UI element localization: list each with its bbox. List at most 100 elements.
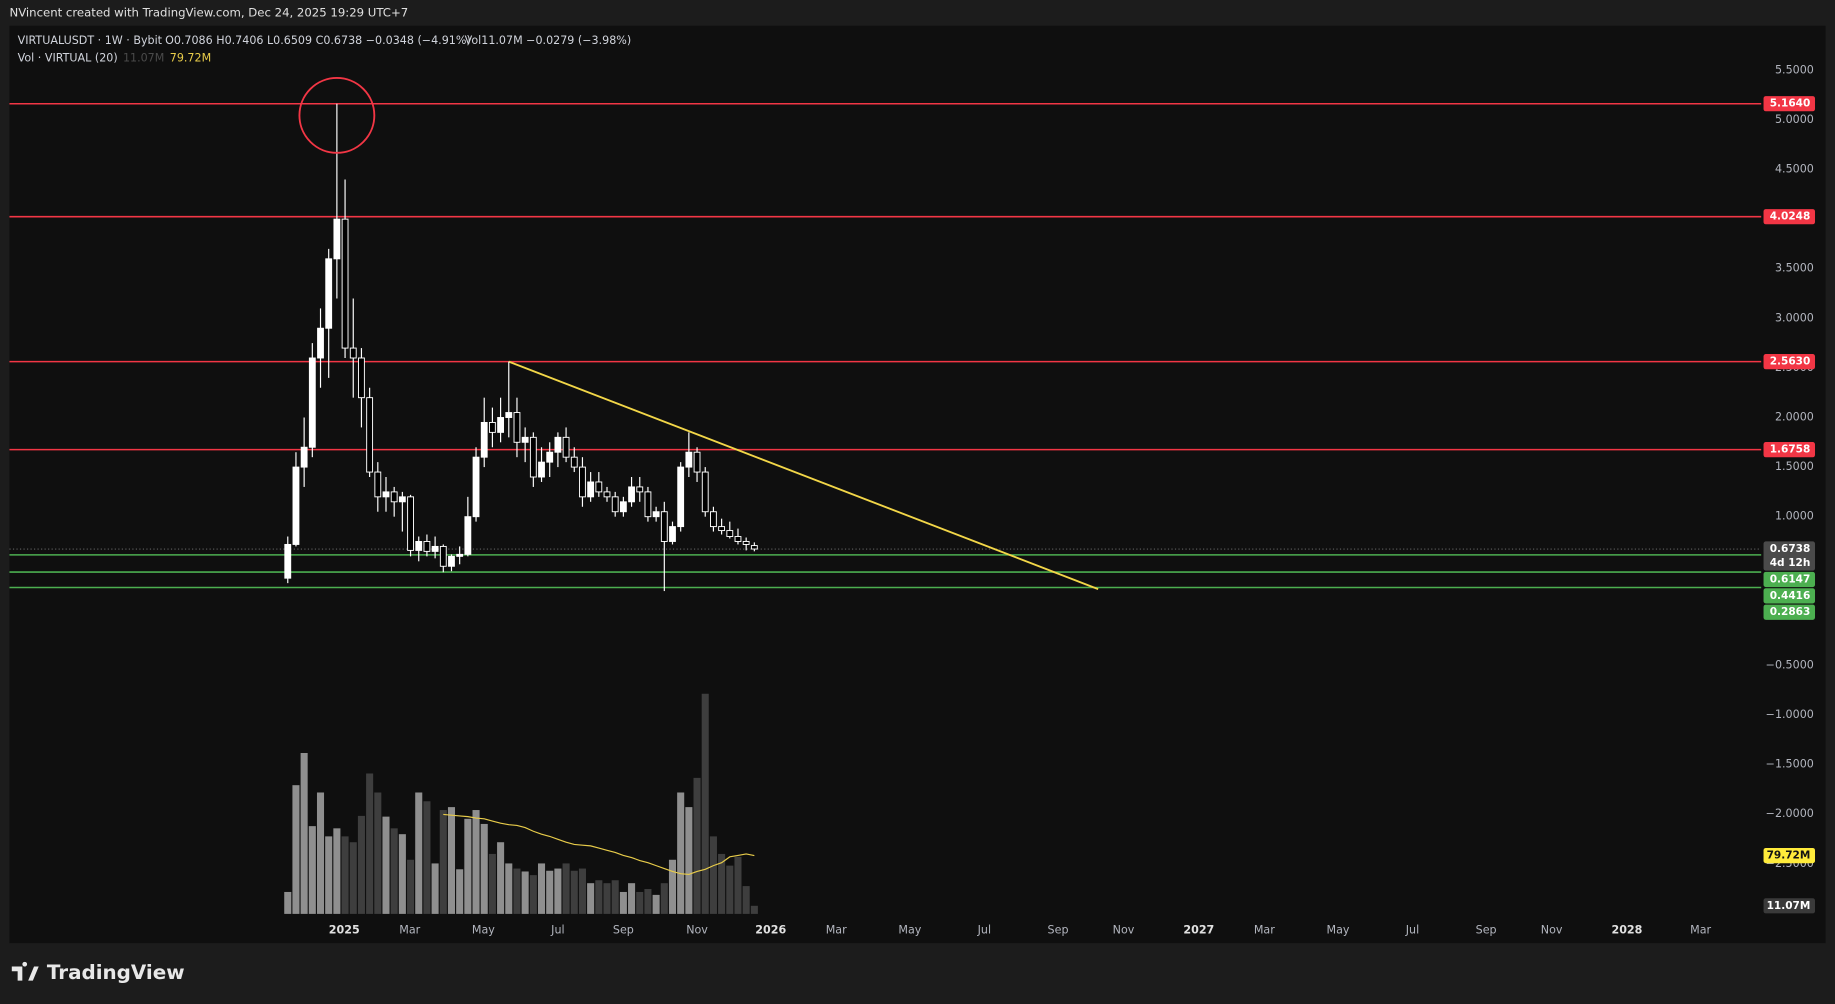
x-tick-label: 2027 bbox=[1183, 923, 1214, 936]
candle-body bbox=[513, 412, 521, 443]
y-tick-label: 3.0000 bbox=[1775, 311, 1814, 324]
candle-body bbox=[497, 417, 505, 433]
candle-body bbox=[554, 436, 562, 453]
candle-body bbox=[390, 491, 398, 503]
volume-bar bbox=[537, 863, 546, 914]
volume-bar bbox=[652, 894, 660, 914]
x-tick-label: 2025 bbox=[329, 923, 360, 936]
y-tick-label: 4.5000 bbox=[1775, 163, 1814, 176]
candle-body bbox=[734, 536, 742, 542]
chart-pane bbox=[9, 25, 1826, 944]
volume-bar bbox=[341, 836, 349, 914]
volume-label: 11.07M bbox=[1767, 900, 1811, 912]
price-label: 4d 12h bbox=[1770, 557, 1811, 569]
candle-body bbox=[587, 481, 595, 498]
volume-bar bbox=[488, 853, 496, 914]
candle-body bbox=[448, 555, 455, 567]
volume-bar bbox=[677, 792, 685, 914]
x-tick-label: Mar bbox=[826, 923, 847, 936]
candle-body bbox=[636, 486, 644, 493]
candle-body bbox=[472, 456, 480, 518]
price-label: 5.1640 bbox=[1770, 98, 1811, 110]
price-label: 2.5630 bbox=[1770, 356, 1811, 368]
price-label: 0.2863 bbox=[1770, 606, 1811, 618]
volume-ma: 79.72M bbox=[170, 52, 211, 65]
volume-bar bbox=[284, 891, 292, 914]
volume-label-box bbox=[1763, 898, 1816, 914]
volume-bar bbox=[685, 807, 693, 914]
candle-body bbox=[292, 466, 300, 545]
candle-body bbox=[742, 541, 750, 545]
volume-bar bbox=[316, 792, 325, 914]
y-tick-label: 1.0000 bbox=[1775, 510, 1814, 523]
volume-bar bbox=[456, 869, 464, 914]
volume-bar bbox=[562, 863, 570, 914]
candle-body bbox=[407, 496, 414, 551]
volume-bar bbox=[693, 777, 701, 914]
candle-body bbox=[562, 436, 570, 458]
vol-legend: Vol11.07M −0.0279 (−3.98%) bbox=[465, 34, 632, 47]
volume-bar bbox=[464, 818, 472, 914]
volume-name: Vol · VIRTUAL (20) bbox=[18, 52, 118, 65]
volume-bar bbox=[366, 773, 374, 914]
volume-bar bbox=[292, 785, 300, 914]
volume-bar bbox=[668, 859, 677, 914]
x-tick-label: Sep bbox=[1476, 923, 1497, 936]
volume-bar bbox=[439, 810, 447, 914]
volume-bar bbox=[398, 834, 406, 914]
price-label-box bbox=[1763, 354, 1816, 370]
x-tick-label: 2026 bbox=[755, 923, 786, 936]
candle-body bbox=[464, 516, 472, 555]
price-label-box bbox=[1763, 571, 1816, 588]
x-tick-label: Jul bbox=[550, 923, 564, 936]
volume-bar bbox=[423, 801, 431, 914]
y-tick-label: 5.5000 bbox=[1775, 63, 1814, 76]
candle-body bbox=[349, 347, 357, 359]
volume-bar bbox=[546, 870, 554, 914]
price-label-box bbox=[1763, 209, 1816, 225]
y-tick-label: −1.5000 bbox=[1766, 758, 1814, 771]
price-label: 1.6758 bbox=[1770, 444, 1811, 456]
x-tick-label: Mar bbox=[1690, 923, 1711, 936]
candle-body bbox=[431, 545, 439, 552]
volume-bar bbox=[570, 870, 578, 914]
x-tick-label: Nov bbox=[1541, 923, 1563, 936]
symbol: VIRTUALUSDT · 1W · Bybit bbox=[18, 34, 163, 47]
candle-body bbox=[570, 456, 578, 468]
candle-body bbox=[603, 491, 611, 498]
volume-bar bbox=[325, 836, 333, 914]
candle-body bbox=[423, 541, 431, 552]
x-tick-label: May bbox=[1327, 923, 1350, 936]
candle-body bbox=[358, 357, 365, 399]
candle-body bbox=[333, 218, 341, 260]
volume-ma-line bbox=[443, 813, 755, 875]
candle-body bbox=[701, 471, 709, 513]
volume-bar bbox=[619, 891, 627, 914]
volume-value: 11.07M bbox=[123, 52, 164, 65]
candle-body bbox=[415, 541, 423, 551]
header: NVincent created with TradingView.com, D… bbox=[9, 5, 408, 19]
candle-body bbox=[660, 511, 668, 542]
candle-body bbox=[628, 486, 635, 503]
x-tick-label: Nov bbox=[686, 923, 708, 936]
volume-bar bbox=[709, 836, 717, 914]
candle-body bbox=[611, 496, 619, 513]
volume-bar bbox=[415, 792, 423, 914]
volume-bar bbox=[505, 863, 513, 914]
price-label-box bbox=[1763, 96, 1816, 112]
volume-bar bbox=[611, 880, 619, 914]
y-tick-label: 3.5000 bbox=[1775, 262, 1814, 275]
volume-bar bbox=[734, 856, 742, 914]
volume-bar bbox=[578, 868, 586, 914]
logo-icon bbox=[11, 961, 39, 981]
price-label-box bbox=[1763, 604, 1816, 620]
candle-body bbox=[538, 461, 545, 478]
price-label: 4.0248 bbox=[1770, 211, 1811, 223]
candle-body bbox=[529, 436, 537, 478]
price-label-box bbox=[1763, 541, 1816, 571]
volume-bar bbox=[595, 880, 603, 914]
candle-body bbox=[685, 451, 693, 468]
candle-body bbox=[480, 421, 488, 458]
volume-bar bbox=[357, 815, 365, 914]
trendline bbox=[508, 360, 1099, 590]
